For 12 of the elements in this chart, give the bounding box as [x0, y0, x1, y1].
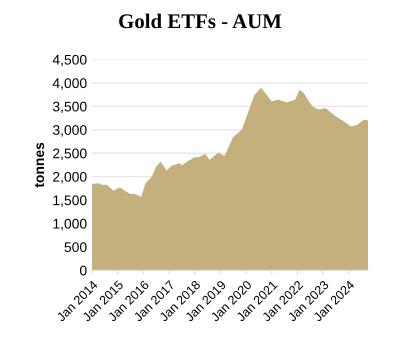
y-tick-label: 1,000 [53, 218, 87, 230]
y-tick-label: 3,500 [52, 102, 87, 114]
y-tick-label: 2,500 [53, 148, 87, 160]
chart-title: Gold ETFs - AUM [119, 14, 282, 28]
y-tick-label: 3,000 [52, 125, 87, 137]
y-tick-label: 500 [64, 242, 87, 252]
y-axis-title: tonnes [34, 142, 44, 188]
y-tick-label: 2,000 [53, 172, 87, 184]
y-tick-label: 4,000 [52, 78, 87, 90]
y-tick-label: 4,500 [52, 54, 87, 66]
y-tick-label: 0 [80, 266, 87, 276]
y-tick-label: 1,500 [53, 195, 87, 207]
